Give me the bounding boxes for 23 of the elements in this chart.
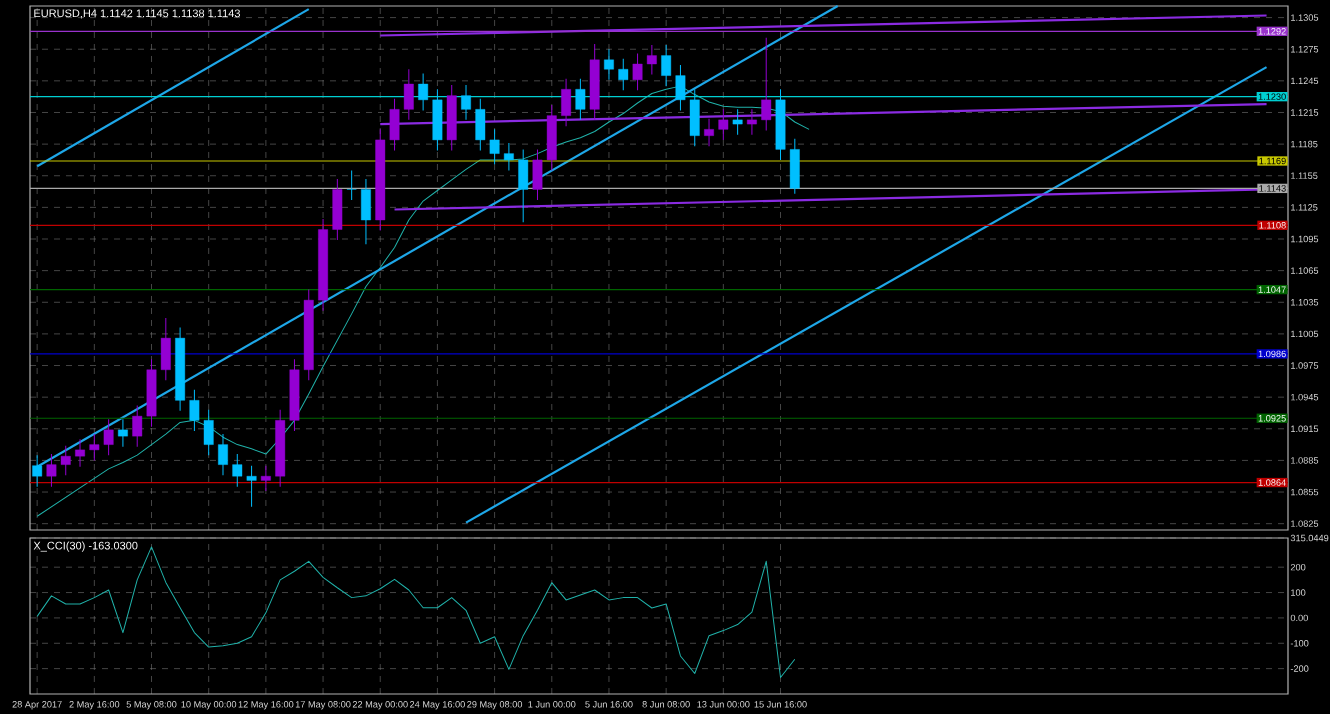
candlestick [503, 142, 514, 171]
candlestick [118, 418, 128, 448]
candlestick [260, 465, 271, 492]
candlestick [346, 169, 357, 201]
candlestick [732, 108, 743, 136]
candlestick [332, 178, 343, 241]
candlestick [418, 72, 429, 111]
candlestick [604, 48, 614, 81]
candlestick [718, 108, 729, 141]
candlestick [518, 148, 529, 223]
candlestick [747, 108, 757, 136]
candlestick [361, 178, 371, 245]
candlestick [618, 58, 629, 91]
candlestick [75, 438, 85, 468]
candlestick [461, 84, 471, 121]
candlestick [575, 78, 586, 121]
candlestick [561, 78, 571, 127]
candlestick [446, 84, 457, 151]
candlestick [32, 454, 43, 488]
candlestick [761, 37, 772, 131]
candlestick [704, 118, 714, 147]
candlestick [218, 433, 228, 476]
candlestick [432, 88, 443, 151]
